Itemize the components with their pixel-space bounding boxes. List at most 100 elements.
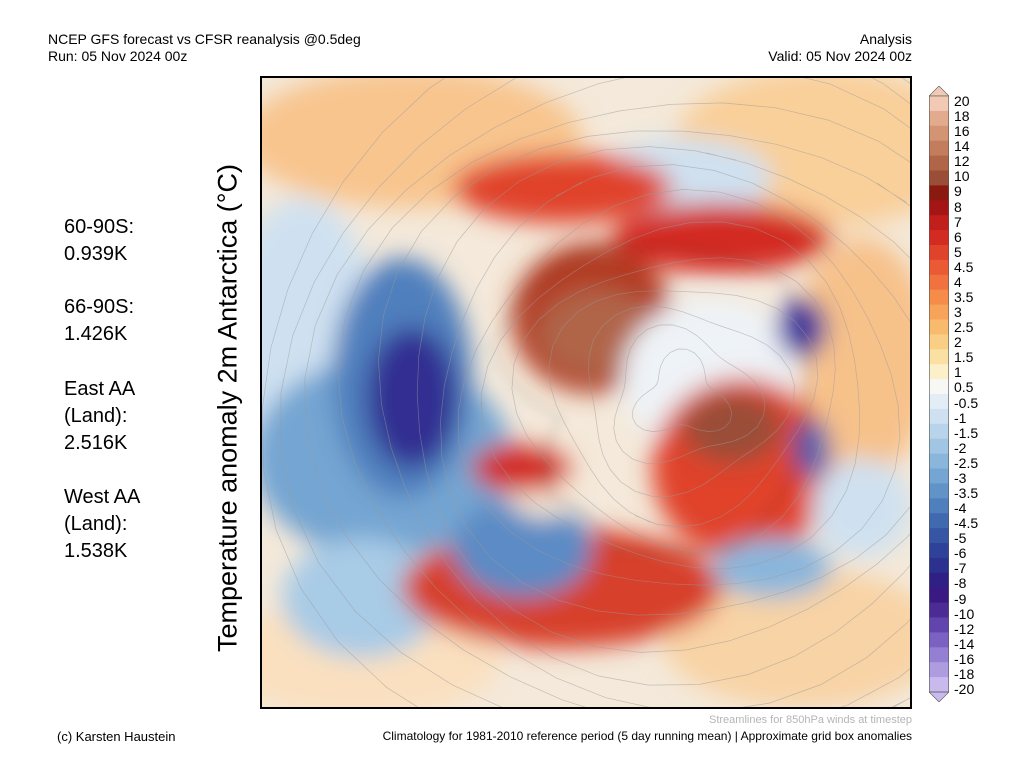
streamlines-note: Streamlines for 850hPa winds at timestep (709, 714, 912, 726)
colorbar-swatch (929, 572, 949, 589)
streamline (337, 102, 910, 707)
colorbar-tick-label: -3 (954, 469, 967, 486)
colorbar-swatch (929, 364, 949, 380)
colorbar-tick-label: -1 (954, 409, 967, 426)
colorbar-tick-label: -8 (954, 575, 967, 592)
streamline (588, 305, 795, 497)
streamline (280, 78, 910, 707)
colorbar-tick-label: -7 (954, 560, 967, 577)
colorbar-tick-label: -1.5 (954, 424, 979, 441)
colorbar-tick-label: -16 (954, 650, 975, 667)
colorbar-tick-label: -9 (954, 590, 967, 607)
wind-streamlines (262, 78, 910, 707)
colorbar-tick-label: 4 (954, 273, 962, 290)
streamline (613, 324, 766, 464)
colorbar-tick-label: 6 (954, 228, 962, 245)
colorbar-tick-label: 7 (954, 213, 962, 230)
streamline (440, 164, 910, 616)
colorbar-tick-label: 10 (954, 168, 970, 185)
colorbar-tick-label: -10 (954, 605, 975, 622)
colorbar-tick-label: 9 (954, 183, 962, 200)
colorbar-tick-label: -12 (954, 620, 975, 637)
streamline (262, 78, 910, 707)
colorbar-swatch (929, 602, 949, 618)
streamline (304, 78, 910, 707)
stat-east-aa-land: East AA (Land): 2.516K (64, 376, 174, 457)
colorbar-swatch (929, 543, 949, 559)
colorbar-swatch (929, 319, 949, 335)
colorbar-tick-label: 5 (954, 243, 962, 260)
colorbar-swatch (929, 274, 949, 291)
colorbar-swatch (929, 483, 949, 499)
colorbar-swatch (929, 230, 949, 246)
valid-time: Valid: 05 Nov 2024 00z (768, 48, 912, 64)
streamline (548, 290, 819, 528)
stat-line: (Land): (64, 405, 128, 427)
colorbar-swatch (929, 200, 949, 216)
streamline (378, 130, 910, 686)
colorbar-tick-label: 3.5 (954, 289, 974, 305)
anomaly-field (262, 78, 910, 707)
colorbar-tick-label: 18 (954, 108, 970, 125)
streamline (511, 257, 836, 552)
colorbar-tick-label: -14 (954, 635, 975, 652)
colorbar-tick-label: 8 (954, 198, 962, 215)
colorbar-swatch (929, 438, 949, 455)
colorbar-swatch (929, 215, 949, 231)
colorbar-tick-label: 4.5 (954, 258, 974, 275)
stat-value: 0.939K (64, 243, 128, 265)
streamline (480, 221, 860, 570)
colorbar-tick-label: 3 (954, 304, 962, 321)
streamline (416, 146, 910, 653)
colorbar-swatch (929, 617, 949, 633)
colorbar-swatch (929, 304, 949, 320)
stat-line: (Land): (64, 513, 128, 535)
anomaly-map (260, 76, 912, 709)
colorbar-swatch (929, 513, 949, 529)
colorbar-tick-label: -5 (954, 530, 967, 547)
colorbar-swatch (929, 155, 949, 171)
colorbar (929, 86, 949, 702)
colorbar-tick-label: -18 (954, 665, 975, 682)
antarctica-outline-zone (491, 245, 810, 554)
stat-value: 1.426K (64, 323, 128, 345)
colorbar-tick-label: 20 (954, 93, 970, 109)
colorbar-tick-label: 2.5 (954, 319, 974, 336)
stat-60-90s: 60-90S: 0.939K (64, 214, 174, 268)
stat-value: 1.538K (64, 540, 128, 562)
colorbar-outline (929, 95, 949, 693)
colorbar-tick-label: 12 (954, 153, 970, 170)
colorbar-swatch (929, 259, 949, 276)
climatology-note: Climatology for 1981-2010 reference peri… (382, 729, 912, 743)
colorbar-swatch (929, 394, 949, 410)
colorbar-tick-label: 0.5 (954, 379, 974, 396)
stat-west-aa-land: West AA (Land): 1.538K (64, 484, 174, 565)
colorbar-swatch (929, 185, 949, 201)
colorbar-tick-label: -4 (954, 500, 967, 517)
colorbar-tick-label: -20 (954, 681, 975, 697)
colorbar-tick-label: 2 (954, 334, 962, 351)
stat-line: East AA (64, 378, 136, 400)
colorbar-swatch (929, 557, 949, 574)
streamline (632, 348, 733, 432)
colorbar-swatch (929, 662, 949, 678)
colorbar-swatch (929, 349, 949, 365)
colorbar-swatch (929, 379, 949, 395)
colorbar-swatch (929, 587, 949, 604)
run-time: Run: 05 Nov 2024 00z (48, 48, 188, 64)
colorbar-swatch (929, 647, 949, 663)
colorbar-tick-label: -2.5 (954, 454, 979, 471)
colorbar-swatch (929, 334, 949, 350)
colorbar-swatch (929, 140, 949, 157)
colorbar-swatch (929, 498, 949, 514)
variable-label: Temperature anomaly 2m Antarctica (°C) (212, 164, 243, 652)
colorbar-swatch (929, 677, 949, 693)
colorbar-tick-label: -4.5 (954, 515, 979, 532)
stat-line: 66-90S: (64, 296, 135, 318)
colorbar-swatch (929, 453, 949, 469)
colorbar-tick-label: -2 (954, 439, 967, 456)
colorbar-swatch (929, 96, 949, 112)
colorbar-bottom-cap (929, 691, 949, 702)
colorbar-tick-label: 1.5 (954, 349, 974, 366)
colorbar-swatch (929, 125, 949, 142)
